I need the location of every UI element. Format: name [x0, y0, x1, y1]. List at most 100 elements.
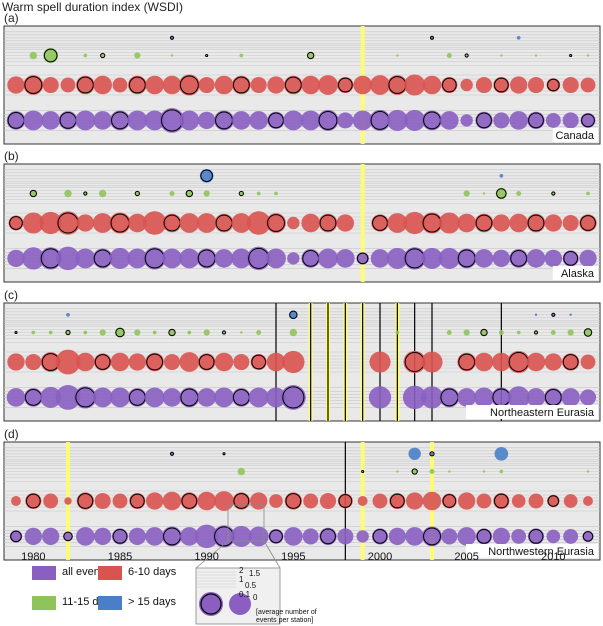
- data-point: [507, 350, 530, 374]
- data-point: [403, 350, 426, 374]
- data-point: [474, 352, 494, 372]
- data-point: [579, 389, 597, 406]
- data-point: [230, 525, 252, 547]
- data-point-outline: [458, 353, 476, 371]
- data-point: [563, 494, 578, 508]
- data-point-outline: [464, 53, 469, 58]
- data-point: [250, 353, 267, 371]
- data-point: [547, 494, 560, 508]
- data-point: [300, 110, 321, 131]
- data-point-outline: [76, 76, 94, 94]
- data-point: [66, 312, 70, 317]
- data-point: [500, 54, 503, 57]
- data-point: [145, 527, 164, 546]
- scale-value: 1.5: [249, 569, 261, 578]
- data-point: [76, 527, 95, 546]
- data-point: [162, 75, 182, 95]
- data-point-outline: [168, 328, 176, 337]
- data-point: [337, 76, 354, 94]
- data-point: [301, 75, 320, 95]
- data-point: [42, 76, 59, 94]
- data-point: [196, 248, 217, 269]
- data-point: [168, 328, 176, 337]
- data-point: [64, 189, 72, 198]
- data-point: [561, 353, 580, 371]
- data-point: [63, 531, 73, 542]
- data-point: [143, 247, 166, 270]
- panel-label: (b): [4, 149, 19, 163]
- data-point-outline: [441, 77, 457, 93]
- data-point: [162, 213, 182, 233]
- data-point: [317, 109, 339, 131]
- data-point-outline: [65, 329, 71, 336]
- data-point-outline: [581, 113, 595, 128]
- data-point: [162, 491, 182, 511]
- data-point: [75, 110, 96, 131]
- data-point: [266, 248, 286, 269]
- data-point: [526, 249, 546, 268]
- data-point: [460, 78, 473, 92]
- data-point-outline: [267, 214, 285, 232]
- data-point: [55, 349, 81, 375]
- data-point: [145, 492, 164, 510]
- data-point: [99, 329, 106, 336]
- data-point: [48, 330, 53, 335]
- data-point: [441, 493, 457, 509]
- data-point: [370, 75, 390, 95]
- data-point-outline: [528, 112, 544, 129]
- data-point: [421, 212, 443, 234]
- scale-value: 0.5: [245, 581, 257, 590]
- data-point-outline: [221, 330, 227, 335]
- data-point: [197, 353, 216, 371]
- data-point-outline: [14, 330, 18, 335]
- data-point: [249, 111, 268, 130]
- data-point: [231, 248, 252, 269]
- data-point: [76, 75, 95, 95]
- data-point: [8, 215, 24, 231]
- data-point: [185, 189, 194, 198]
- data-point: [58, 111, 78, 130]
- data-point: [22, 212, 44, 234]
- data-point: [494, 446, 509, 461]
- data-point: [128, 527, 147, 546]
- data-point: [39, 247, 62, 270]
- data-point-outline: [580, 215, 596, 231]
- data-point: [463, 329, 470, 336]
- data-point: [474, 387, 494, 408]
- data-point: [336, 249, 355, 268]
- data-point-outline: [24, 76, 43, 94]
- data-point: [509, 111, 528, 130]
- data-point: [248, 387, 269, 408]
- data-point: [371, 214, 389, 232]
- data-point: [93, 527, 112, 546]
- data-point: [370, 249, 390, 268]
- data-point: [509, 213, 528, 233]
- data-point: [405, 492, 424, 510]
- data-point: [7, 249, 25, 268]
- data-point: [6, 388, 26, 407]
- data-point: [544, 353, 563, 371]
- data-point: [544, 249, 563, 268]
- data-point-outline: [551, 312, 556, 317]
- scale-value: 0.1: [239, 590, 251, 599]
- data-point: [232, 388, 251, 407]
- data-point-outline: [582, 531, 594, 542]
- data-point: [7, 353, 25, 371]
- legend-swatch-11-15: [32, 596, 56, 610]
- data-point: [142, 211, 167, 235]
- data-point: [516, 191, 522, 196]
- data-point-outline: [43, 48, 58, 63]
- data-point: [475, 76, 493, 94]
- data-point: [511, 494, 526, 508]
- data-point: [526, 352, 546, 372]
- data-point-outline: [63, 531, 73, 542]
- data-point-outline: [475, 214, 493, 232]
- data-point: [284, 527, 303, 546]
- data-point: [509, 249, 528, 268]
- data-point: [98, 189, 107, 198]
- legend-swatch-all-events: [32, 566, 56, 580]
- data-point: [74, 386, 97, 409]
- data-point: [144, 110, 165, 131]
- data-point-outline: [205, 53, 209, 58]
- data-point: [586, 470, 590, 473]
